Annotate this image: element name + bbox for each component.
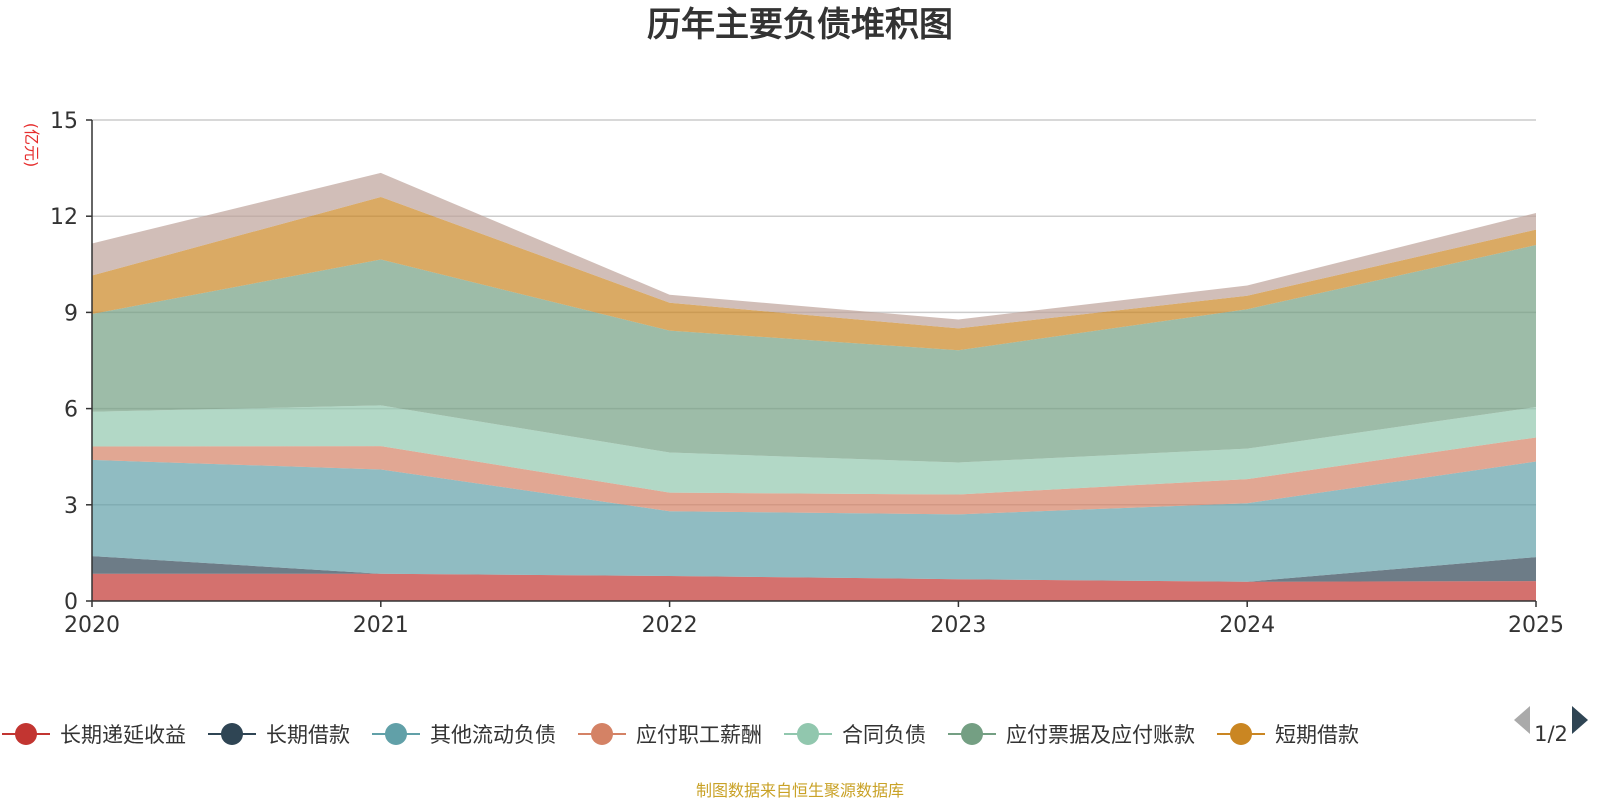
x-tick-label-2022: 2022: [642, 613, 698, 638]
legend-label-2: 长期借款: [266, 723, 350, 747]
y-tick-label-9: 9: [64, 301, 78, 326]
legend-marker-1: [15, 723, 37, 745]
legend-item-1[interactable]: 长期递延收益: [2, 723, 186, 747]
area-series-5: [92, 405, 1536, 495]
legend-pager: 1/2: [1514, 706, 1588, 746]
legend-item-5[interactable]: 合同负债: [783, 723, 926, 747]
y-axis-unit-label: (亿元): [22, 123, 41, 168]
legend-item-2[interactable]: 长期借款: [207, 723, 350, 747]
x-tick-label-2020: 2020: [64, 613, 120, 638]
legend-page-label: 1/2: [1534, 722, 1568, 746]
legend-item-4[interactable]: 应付职工薪酬: [577, 723, 762, 747]
y-tick-label-6: 6: [64, 398, 78, 423]
legend-label-6: 应付票据及应付账款: [1006, 723, 1195, 747]
area-series-2: [92, 556, 1536, 582]
area-series-group: [92, 172, 1536, 601]
y-tick-label-0: 0: [64, 590, 78, 615]
legend-item-3[interactable]: 其他流动负债: [371, 723, 556, 747]
legend-label-3: 其他流动负债: [430, 723, 556, 747]
x-tick-label-2021: 2021: [353, 613, 409, 638]
legend-label-5: 合同负债: [842, 723, 926, 747]
y-tick-label-12: 12: [50, 205, 78, 230]
legend-marker-4: [590, 723, 613, 745]
area-series-1: [92, 573, 1536, 601]
source-note: 制图数据来自恒生聚源数据库: [696, 781, 904, 800]
legend-item-7[interactable]: 短期借款: [1216, 723, 1359, 747]
legend-marker-3: [384, 723, 407, 745]
area-series-4: [92, 437, 1536, 515]
legend-marker-2: [220, 723, 243, 745]
x-tick-label-2024: 2024: [1219, 613, 1275, 638]
area-series-3: [92, 459, 1536, 582]
legend-next-page-icon[interactable]: [1572, 706, 1588, 734]
legend-item-6[interactable]: 应付票据及应付账款: [947, 723, 1195, 747]
x-tick-label-2023: 2023: [930, 613, 986, 638]
legend: 长期递延收益 长期借款 其他流动负债 应付职工薪酬 合同负债 应付票据及应付账款 短期借款: [2, 723, 1359, 747]
legend-marker-6: [960, 723, 983, 745]
area-series-6: [92, 245, 1536, 463]
y-tick-label-3: 3: [64, 494, 78, 519]
legend-prev-page-icon[interactable]: [1514, 706, 1530, 734]
legend-marker-7: [1229, 723, 1252, 745]
area-series-8: [92, 172, 1536, 329]
legend-marker-5: [796, 723, 819, 745]
legend-label-1: 长期递延收益: [60, 723, 186, 747]
y-tick-label-15: 15: [50, 109, 78, 134]
legend-label-4: 应付职工薪酬: [636, 723, 762, 747]
legend-label-7: 短期借款: [1275, 723, 1359, 747]
area-series-7: [92, 196, 1536, 351]
chart-title: 历年主要负债堆积图: [647, 5, 953, 45]
x-tick-label-2025: 2025: [1508, 613, 1564, 638]
axes: 0 3 6 9 12 15 2020 2021 2022 2023 2024 2025: [50, 109, 1564, 638]
